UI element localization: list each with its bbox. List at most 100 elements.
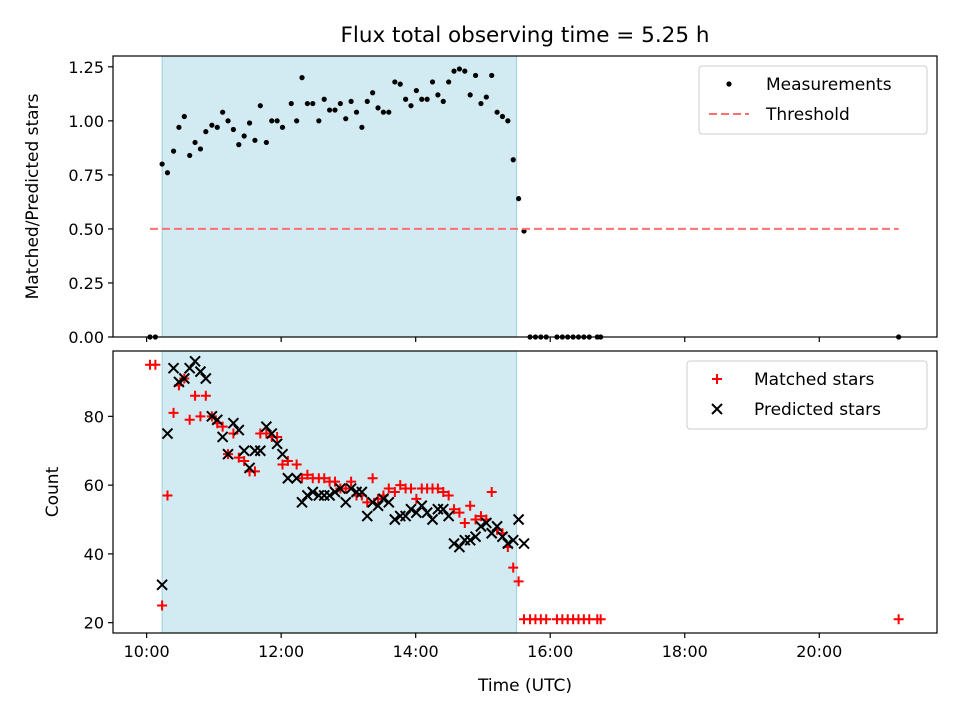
measurement-point: [209, 122, 215, 128]
chart-title: Flux total observing time = 5.25 h: [341, 23, 710, 48]
matched-star-point: [291, 459, 302, 470]
measurement-point: [478, 100, 484, 107]
matched-star-point: [217, 421, 228, 432]
measurement-point: [451, 68, 457, 74]
measurement-point: [435, 92, 441, 98]
matched-star-point: [411, 493, 422, 504]
measurement-point: [375, 105, 381, 111]
predicted-star-point: [410, 506, 423, 519]
measurement-point: [269, 118, 275, 124]
predicted-star-point: [442, 510, 455, 522]
matched-star-point: [190, 390, 201, 401]
matched-star-point: [893, 614, 904, 625]
predicted-star-point: [323, 489, 336, 502]
measurement-point: [164, 170, 171, 176]
predicted-star-point: [464, 534, 476, 546]
predicted-star-point: [301, 489, 314, 502]
measurement-point: [370, 90, 376, 96]
predicted-star-point: [485, 527, 498, 539]
measurement-point: [483, 94, 489, 100]
measurement-point: [159, 161, 165, 167]
matched-star-point: [233, 452, 244, 463]
measurement-point: [429, 79, 436, 85]
matched-star-point: [184, 414, 195, 425]
measurement-point: [424, 96, 430, 102]
matched-star-point: [277, 459, 288, 470]
legend-label: Threshold: [765, 105, 850, 125]
y-tick-label: 0.00: [68, 328, 104, 347]
matched-star-point: [340, 483, 351, 494]
matched-star-point: [150, 359, 161, 370]
x-tick-label: 16:00: [527, 642, 573, 661]
y-tick-label: 1.00: [68, 112, 104, 131]
y-axis-label: Matched/Predicted stars: [23, 93, 43, 299]
measurement-point: [299, 75, 305, 81]
y-tick-label: 0.50: [68, 220, 104, 239]
measurement-point: [408, 103, 414, 109]
predicted-star-point: [416, 500, 428, 512]
predicted-star-point: [340, 496, 352, 509]
matched-star-point: [513, 576, 524, 587]
matched-star-point: [459, 517, 470, 528]
measurement-point: [263, 139, 269, 146]
matched-star-point: [389, 487, 400, 497]
measurement-point: [419, 96, 425, 102]
measurement-point: [252, 137, 258, 143]
measurement-point: [397, 81, 403, 87]
measurement-point: [176, 124, 182, 130]
predicted-star-point: [366, 496, 379, 509]
predicted-star-point: [405, 503, 417, 515]
legend-box: [698, 65, 928, 135]
measurement-point: [505, 118, 511, 124]
measurement-point: [257, 103, 263, 109]
measurement-point: [386, 109, 392, 115]
legend-marker: [726, 81, 732, 87]
predicted-star-point: [243, 462, 256, 474]
measurement-point: [326, 107, 333, 113]
matched-star-point: [329, 476, 340, 487]
predicted-star-point: [167, 362, 180, 374]
measurement-point: [510, 157, 516, 163]
measurement-point: [380, 109, 387, 115]
measurement-point: [516, 196, 522, 202]
predicted-star-point: [178, 372, 191, 385]
predicted-star-point: [334, 482, 347, 495]
x-tick-label: 10:00: [124, 642, 170, 661]
measurement-point: [364, 98, 370, 104]
plot-frame: [112, 350, 938, 634]
predicted-star-point: [282, 472, 294, 484]
predicted-star-point: [512, 513, 525, 526]
measurement-point: [392, 79, 398, 85]
y-tick-label: 20: [84, 614, 104, 633]
matched-star-point: [475, 511, 486, 522]
matched-star-point: [395, 480, 406, 491]
matched-star-point: [297, 473, 308, 484]
matched-star-point: [465, 500, 476, 511]
predicted-star-point: [156, 579, 168, 591]
y-tick-label: 1.25: [68, 58, 104, 77]
matched-star-point: [470, 514, 481, 525]
matched-star-point: [443, 490, 454, 501]
measurement-point: [288, 100, 294, 107]
y-tick-label: 0.75: [68, 166, 104, 185]
measurement-point: [274, 118, 280, 124]
predicted-star-point: [290, 472, 303, 484]
matched-star-point: [438, 487, 449, 497]
matched-star-point: [449, 504, 460, 515]
matched-star-point: [405, 483, 416, 494]
legend-marker: [712, 374, 722, 384]
matched-star-point: [239, 456, 250, 467]
matched-star-point: [346, 476, 357, 487]
predicted-star-point: [361, 510, 373, 522]
measurement-point: [499, 113, 506, 120]
matched-star-point: [454, 507, 465, 518]
measurement-point: [440, 98, 446, 104]
measurement-point: [230, 126, 237, 133]
x-tick-label: 12:00: [258, 642, 304, 661]
counts-panel: 10:00 12:00 14:00 16:00 18:00 20:00 20 40 60 80 Co…: [43, 350, 938, 661]
measurement-point: [413, 87, 419, 94]
predicted-star-point: [453, 541, 466, 553]
predicted-star-point: [475, 520, 487, 533]
matched-star-point: [362, 497, 373, 508]
